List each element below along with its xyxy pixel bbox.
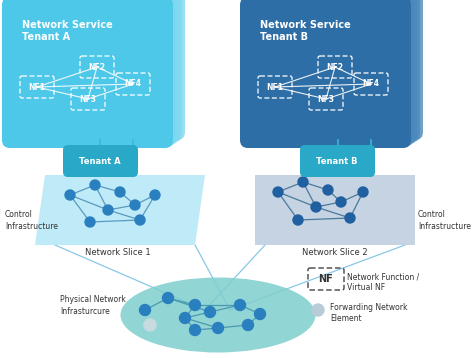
Circle shape	[85, 217, 95, 227]
Ellipse shape	[120, 277, 316, 353]
FancyBboxPatch shape	[243, 0, 414, 146]
Text: NF3: NF3	[80, 95, 97, 103]
Text: NF1: NF1	[28, 82, 46, 92]
Text: NF4: NF4	[125, 79, 142, 88]
FancyBboxPatch shape	[11, 0, 182, 142]
Circle shape	[190, 324, 201, 335]
Text: NF3: NF3	[318, 95, 335, 103]
Text: NF: NF	[319, 274, 333, 284]
Text: NF2: NF2	[89, 63, 106, 72]
FancyBboxPatch shape	[252, 0, 423, 140]
FancyBboxPatch shape	[5, 0, 176, 146]
Text: NF4: NF4	[363, 79, 380, 88]
Circle shape	[345, 213, 355, 223]
Circle shape	[65, 190, 75, 200]
FancyBboxPatch shape	[240, 0, 411, 148]
Text: Tenant B: Tenant B	[316, 156, 358, 165]
Text: Tenant A: Tenant A	[79, 156, 121, 165]
FancyBboxPatch shape	[2, 0, 173, 148]
FancyBboxPatch shape	[8, 0, 179, 144]
Text: Network Service
Tenant A: Network Service Tenant A	[22, 20, 113, 42]
Circle shape	[336, 197, 346, 207]
Circle shape	[255, 309, 265, 319]
Circle shape	[90, 180, 100, 190]
Circle shape	[312, 304, 324, 316]
Text: Network Function /
Virtual NF: Network Function / Virtual NF	[347, 272, 419, 292]
Circle shape	[150, 190, 160, 200]
Circle shape	[293, 215, 303, 225]
Circle shape	[103, 205, 113, 215]
Circle shape	[358, 187, 368, 197]
Text: Forwarding Network
Element: Forwarding Network Element	[330, 303, 408, 323]
Circle shape	[311, 202, 321, 212]
Text: Physical Network
Infrasturcure: Physical Network Infrasturcure	[60, 295, 126, 316]
FancyBboxPatch shape	[300, 145, 375, 177]
Text: NF1: NF1	[266, 82, 283, 92]
Circle shape	[212, 323, 224, 334]
Circle shape	[130, 200, 140, 210]
FancyBboxPatch shape	[14, 0, 185, 140]
Polygon shape	[255, 175, 415, 245]
Circle shape	[180, 313, 191, 324]
Circle shape	[273, 187, 283, 197]
Text: Network Service
Tenant B: Network Service Tenant B	[260, 20, 351, 42]
Circle shape	[135, 215, 145, 225]
FancyBboxPatch shape	[246, 0, 417, 144]
Text: Network Slice 1: Network Slice 1	[85, 248, 151, 257]
FancyBboxPatch shape	[63, 145, 138, 177]
Circle shape	[235, 300, 246, 310]
Text: Control
Infrastructure: Control Infrastructure	[418, 210, 471, 231]
Circle shape	[204, 306, 216, 318]
Text: Control
Infrastructure: Control Infrastructure	[5, 210, 58, 231]
Text: Network Slice 2: Network Slice 2	[302, 248, 368, 257]
Circle shape	[243, 319, 254, 330]
Circle shape	[115, 187, 125, 197]
Text: NF2: NF2	[327, 63, 344, 72]
Circle shape	[144, 319, 156, 331]
Circle shape	[190, 300, 201, 310]
Circle shape	[298, 177, 308, 187]
Polygon shape	[35, 175, 205, 245]
Circle shape	[323, 185, 333, 195]
Circle shape	[163, 292, 173, 304]
Circle shape	[139, 305, 151, 315]
FancyBboxPatch shape	[249, 0, 420, 142]
